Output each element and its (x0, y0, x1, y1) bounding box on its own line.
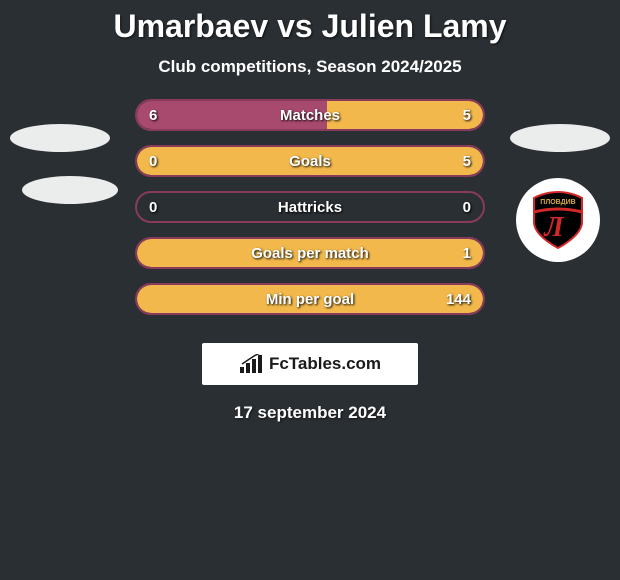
stat-value-right: 5 (463, 153, 471, 170)
stat-row: Goals per match1 (135, 237, 485, 269)
stat-row: 6Matches5 (135, 99, 485, 131)
stat-label: Goals (137, 153, 483, 170)
brand-box[interactable]: FcTables.com (202, 343, 418, 385)
player1-avatar-placeholder-1 (10, 124, 110, 152)
player2-avatar-placeholder (510, 124, 610, 152)
stat-label: Min per goal (137, 291, 483, 308)
stat-value-right: 0 (463, 199, 471, 216)
bar-chart-icon (239, 354, 263, 374)
date: 17 september 2024 (0, 403, 620, 423)
club-badge: ПЛОВДИВ Л (516, 178, 600, 262)
stat-label: Matches (137, 107, 483, 124)
stat-row: 0Hattricks0 (135, 191, 485, 223)
brand-label: FcTables.com (269, 354, 381, 374)
stat-value-right: 144 (446, 291, 471, 308)
stat-label: Goals per match (137, 245, 483, 262)
page-title: Umarbaev vs Julien Lamy (0, 8, 620, 45)
stat-label: Hattricks (137, 199, 483, 216)
plovdiv-crest-icon: ПЛОВДИВ Л (526, 188, 590, 252)
stat-row: 0Goals5 (135, 145, 485, 177)
stat-row: Min per goal144 (135, 283, 485, 315)
subtitle: Club competitions, Season 2024/2025 (0, 57, 620, 77)
svg-text:ПЛОВДИВ: ПЛОВДИВ (540, 199, 575, 206)
player1-avatar-placeholder-2 (22, 176, 118, 204)
svg-text:Л: Л (543, 212, 564, 243)
stats-list: 6Matches50Goals50Hattricks0Goals per mat… (135, 99, 485, 315)
stat-value-right: 5 (463, 107, 471, 124)
stat-value-right: 1 (463, 245, 471, 262)
